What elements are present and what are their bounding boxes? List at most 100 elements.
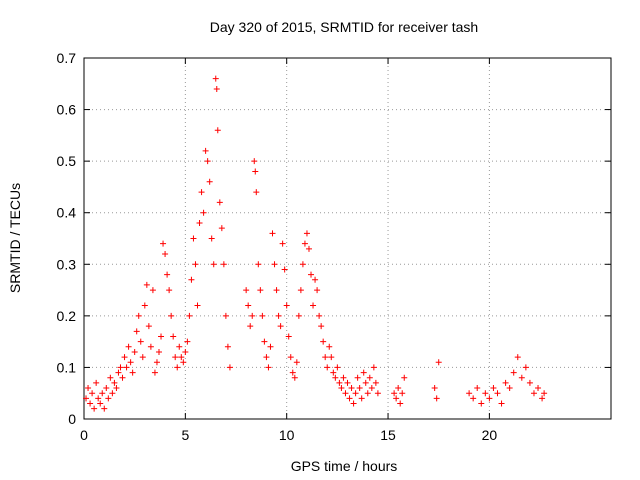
data-point	[316, 312, 323, 319]
data-point	[391, 390, 398, 397]
data-point	[482, 390, 489, 397]
data-point	[176, 343, 183, 350]
data-point	[435, 359, 442, 366]
data-point	[358, 395, 365, 402]
data-point	[303, 230, 310, 237]
data-point	[368, 385, 375, 392]
data-point	[530, 390, 537, 397]
data-point	[107, 374, 114, 381]
data-point	[255, 261, 262, 268]
data-point	[364, 390, 371, 397]
data-point	[213, 85, 220, 92]
data-point	[399, 390, 406, 397]
data-point	[514, 354, 521, 361]
data-point	[285, 333, 292, 340]
data-point	[362, 379, 369, 386]
data-point	[188, 276, 195, 283]
data-point	[401, 374, 408, 381]
data-point	[139, 354, 146, 361]
data-point	[328, 354, 335, 361]
axis-ticks: 0 0.1 0.2 0.3 0.4 0.5 0.6 0.7 0 5 10 15 20	[57, 50, 611, 443]
data-point	[397, 400, 404, 407]
data-point	[158, 333, 165, 340]
data-point	[474, 385, 481, 392]
data-point	[147, 343, 154, 350]
data-point	[334, 364, 341, 371]
data-point	[202, 147, 209, 154]
data-point	[539, 395, 546, 402]
data-point	[145, 323, 152, 330]
data-point	[535, 385, 542, 392]
x-tick-label: 0	[80, 427, 88, 443]
data-point	[502, 379, 509, 386]
data-point	[93, 379, 100, 386]
data-point	[178, 354, 185, 361]
data-point	[83, 395, 90, 402]
data-point	[261, 338, 268, 345]
data-point	[91, 405, 98, 412]
data-point	[283, 302, 290, 309]
data-point	[267, 343, 274, 350]
data-point	[121, 354, 128, 361]
data-point	[200, 209, 207, 216]
data-point	[494, 390, 501, 397]
data-point	[198, 189, 205, 196]
data-point	[354, 374, 361, 381]
data-point	[330, 369, 337, 376]
data-point	[172, 354, 179, 361]
data-point	[295, 312, 302, 319]
data-point	[129, 369, 136, 376]
x-tick-label: 10	[279, 427, 295, 443]
data-point	[170, 333, 177, 340]
data-point	[526, 379, 533, 386]
data-point	[269, 230, 276, 237]
data-point	[194, 302, 201, 309]
data-point	[243, 287, 250, 294]
data-point	[131, 348, 138, 355]
data-point	[190, 235, 197, 242]
data-point	[149, 287, 156, 294]
x-tick-label: 5	[181, 427, 189, 443]
data-point	[192, 261, 199, 268]
data-point	[271, 261, 278, 268]
data-point	[168, 312, 175, 319]
data-points	[83, 75, 548, 412]
data-point	[113, 385, 120, 392]
data-point	[123, 364, 130, 371]
data-point	[115, 369, 122, 376]
data-point	[350, 400, 357, 407]
data-point	[281, 266, 288, 273]
data-point	[541, 390, 548, 397]
data-point	[103, 385, 110, 392]
data-point	[372, 379, 379, 386]
data-point	[196, 220, 203, 227]
data-point	[297, 287, 304, 294]
data-point	[263, 354, 270, 361]
data-point	[366, 374, 373, 381]
data-point	[336, 379, 343, 386]
y-tick-label: 0.2	[57, 308, 77, 324]
data-point	[218, 225, 225, 232]
data-point	[99, 390, 106, 397]
data-point	[312, 276, 319, 283]
data-point	[518, 374, 525, 381]
data-point	[338, 385, 345, 392]
data-point	[109, 390, 116, 397]
data-point	[259, 312, 266, 319]
data-point	[431, 385, 438, 392]
data-point	[180, 359, 187, 366]
y-axis-label: SRMTID / TECUs	[7, 183, 23, 293]
data-point	[433, 395, 440, 402]
data-point	[216, 199, 223, 206]
data-point	[245, 302, 252, 309]
data-point	[89, 390, 96, 397]
data-point	[320, 338, 327, 345]
data-point	[342, 390, 349, 397]
data-point	[101, 405, 108, 412]
data-point	[466, 390, 473, 397]
data-point	[370, 364, 377, 371]
y-tick-label: 0.7	[57, 50, 77, 66]
data-point	[224, 343, 231, 350]
data-point	[155, 348, 162, 355]
plot-frame	[83, 57, 612, 420]
